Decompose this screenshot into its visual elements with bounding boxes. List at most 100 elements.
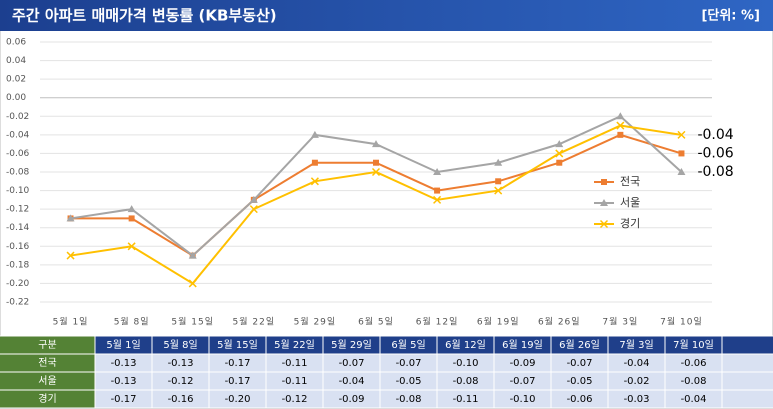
point	[494, 158, 503, 166]
table-cell: -0.08	[681, 376, 707, 387]
point	[310, 130, 319, 138]
point	[311, 159, 318, 166]
table-cell: -0.07	[396, 358, 422, 369]
table-header: 5월 1일	[106, 339, 140, 351]
x-tick-label: 6월 12일	[416, 316, 459, 328]
table-header: 5월 22일	[274, 339, 315, 351]
point	[66, 251, 75, 260]
x-tick-label: 5월 15일	[171, 316, 214, 328]
legend-marker	[600, 199, 608, 206]
y-tick-label: -0.08	[6, 168, 30, 178]
legend-marker	[601, 179, 607, 185]
point	[616, 112, 625, 120]
y-tick-label: -0.02	[6, 112, 29, 122]
table-cell: -0.09	[339, 394, 365, 405]
table-cell: -0.12	[168, 376, 194, 387]
table-cell: -0.11	[453, 394, 479, 405]
y-tick-label: -0.20	[6, 279, 30, 289]
table-row-label: 경기	[38, 392, 56, 405]
y-tick-label: -0.10	[6, 186, 30, 196]
y-tick-label: 0.02	[6, 75, 26, 85]
table-cell: -0.20	[225, 394, 251, 405]
point	[373, 159, 379, 166]
point	[677, 130, 686, 139]
x-tick-label: 6월 19일	[477, 316, 520, 328]
data-table: 구분 5월 1일 5월 8일 5월 15일 5월 22일 5월 29일 6월 5일 6월 12…	[0, 335, 773, 409]
table-header: 7월 10일	[673, 339, 714, 351]
table-bg	[0, 336, 773, 354]
table-cell: -0.04	[339, 376, 365, 387]
title-banner	[0, 0, 773, 31]
point	[677, 168, 686, 175]
table-cell: -0.05	[396, 376, 422, 387]
table-cell: -0.17	[225, 376, 251, 387]
end-label: -0.08	[697, 164, 733, 180]
point	[616, 121, 625, 130]
y-tick-label: 0.00	[6, 93, 26, 103]
point	[433, 195, 442, 204]
table-cell: -0.06	[681, 358, 707, 369]
table-cell: -0.13	[111, 358, 137, 369]
end-label: -0.06	[697, 145, 733, 161]
table-cell: -0.11	[282, 358, 308, 369]
chart-title: 주간 아파트 매매가격 변동률 (KB부동산)	[12, 7, 277, 25]
legend-label: 경기	[620, 217, 640, 230]
x-tick-label: 6월 26일	[538, 316, 581, 328]
y-tick-label: -0.04	[6, 130, 30, 140]
table-header: 5월 15일	[217, 339, 258, 351]
point	[434, 187, 441, 194]
table-cell: -0.07	[339, 358, 365, 369]
table-cell: -0.07	[567, 358, 593, 369]
point	[188, 251, 197, 259]
y-tick-label: -0.22	[6, 298, 29, 308]
table-cell: -0.06	[567, 394, 593, 405]
point	[617, 131, 624, 138]
y-tick-label: -0.12	[6, 205, 29, 215]
point	[127, 205, 136, 213]
point	[555, 149, 564, 158]
table-row-label: 서울	[38, 375, 56, 387]
x-tick-label: 5월 29일	[294, 316, 337, 328]
table-header: 6월 5일	[391, 339, 425, 351]
table-bg	[0, 354, 773, 408]
legend-marker	[599, 219, 609, 229]
point	[495, 178, 502, 185]
x-tick-label: 7월 3일	[602, 316, 638, 328]
table-header: 7월 3일	[619, 339, 653, 351]
point	[555, 140, 564, 148]
table-cell: -0.17	[225, 358, 251, 369]
x-tick-label: 5월 8일	[114, 316, 150, 328]
point	[128, 215, 135, 222]
table-cell: -0.13	[168, 358, 194, 369]
point	[433, 168, 442, 175]
y-tick-label: 0.06	[6, 38, 26, 48]
table-cell: -0.10	[453, 358, 479, 369]
table-cell: -0.08	[453, 376, 479, 387]
table-cell: -0.02	[624, 376, 650, 387]
table-cell: -0.03	[624, 394, 650, 405]
point	[249, 205, 258, 214]
point	[310, 177, 319, 186]
table-cell: -0.04	[624, 358, 650, 369]
y-tick-label: -0.16	[6, 242, 30, 252]
table-cell: -0.12	[282, 394, 308, 405]
table-header: 구분	[38, 339, 56, 351]
legend-label: 전국	[620, 175, 640, 188]
point	[494, 186, 503, 195]
table-header: 6월 12일	[445, 339, 486, 351]
table-cell: -0.10	[510, 394, 536, 405]
x-tick-label: 5월 22일	[233, 316, 276, 328]
point	[371, 167, 381, 177]
table-cell: -0.05	[567, 376, 593, 387]
point	[556, 159, 563, 166]
point	[66, 214, 75, 222]
table-cell: -0.04	[681, 394, 707, 405]
y-tick-label: -0.18	[6, 260, 30, 270]
y-tick-label: -0.14	[6, 223, 30, 233]
table-cell: -0.08	[396, 394, 422, 405]
table-header: 5월 29일	[331, 339, 372, 351]
table-header: 6월 19일	[502, 339, 543, 351]
table-cell: -0.17	[111, 394, 137, 405]
table-cell: -0.11	[282, 376, 308, 387]
point	[188, 279, 197, 288]
